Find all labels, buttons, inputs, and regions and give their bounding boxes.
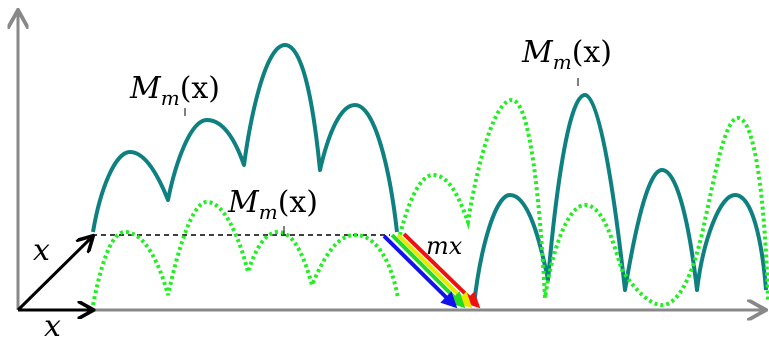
x-vector-diagonal [16,237,92,312]
teal-curve-lower [472,93,768,306]
teal-curve-upper [91,43,399,233]
label-m-middle: Mm(x) [227,185,318,224]
mx-arrow-blue [382,234,458,309]
green-dotted-curve-upper [398,97,769,308]
label-m-left: Mm(x) [129,71,220,110]
green-dotted-curve-lower [91,199,400,306]
label-mx: mx [426,232,463,260]
label-m-right: Mm(x) [521,35,612,74]
label-x-horizontal: x [44,309,61,344]
label-x-vertical: x [33,233,50,268]
